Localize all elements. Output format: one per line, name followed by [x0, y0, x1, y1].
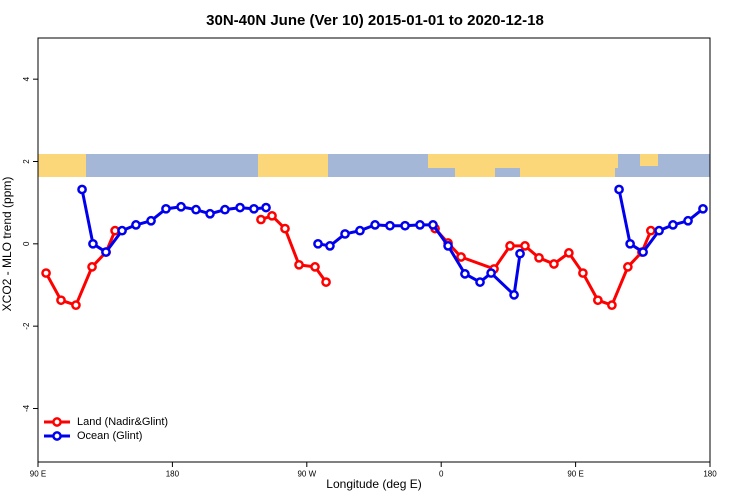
x-tick-label: 180: [166, 470, 180, 479]
point: [515, 248, 525, 259]
point: [340, 229, 350, 239]
y-tick-label: -2: [22, 322, 31, 330]
point: [646, 225, 656, 236]
series-line: [80, 189, 704, 298]
x-tick-label: 0: [439, 470, 444, 479]
chart-title: 30N-40N June (Ver 10) 2015-01-01 to 2020…: [206, 12, 544, 29]
point: [205, 208, 215, 219]
legend-swatch-point: [52, 417, 62, 427]
y-tick-label: 2: [22, 159, 31, 164]
map-strip: [38, 154, 710, 177]
point: [486, 268, 496, 278]
point: [415, 220, 425, 230]
point: [505, 241, 515, 251]
point: [249, 203, 259, 214]
point: [509, 290, 519, 300]
point: [520, 241, 530, 251]
point: [534, 252, 544, 263]
point: [625, 238, 635, 249]
legend-label: Land (Nadir&Glint): [77, 416, 168, 428]
point: [456, 252, 466, 262]
y-axis-label: XCO2 - MLO trend (ppm): [0, 177, 14, 312]
legend-label: Ocean (Glint): [77, 430, 142, 442]
point: [313, 238, 323, 249]
point: [385, 220, 395, 231]
point: [41, 268, 51, 278]
y-tick-label: -4: [22, 404, 31, 412]
point: [475, 277, 485, 287]
point: [355, 225, 365, 236]
point: [460, 269, 470, 279]
y-tick-label: 4: [22, 76, 31, 81]
point: [683, 215, 693, 226]
point: [88, 238, 98, 249]
point: [235, 202, 245, 213]
point: [428, 220, 438, 230]
point: [578, 268, 588, 278]
point: [607, 300, 617, 311]
x-axis-label: Longitude (deg E): [326, 477, 421, 491]
point: [654, 225, 664, 236]
x-tick-label: 180: [703, 470, 717, 479]
x-tick-label: 90 E: [567, 470, 583, 479]
legend-swatch-point: [52, 431, 62, 441]
point: [294, 259, 304, 270]
point: [77, 184, 87, 195]
point: [668, 220, 678, 230]
y-tick-label: 0: [22, 241, 31, 246]
point: [310, 262, 320, 272]
point: [161, 203, 171, 214]
point: [131, 220, 141, 230]
point: [101, 247, 111, 257]
x-tick-label: 90 W: [297, 470, 316, 479]
point: [614, 184, 624, 195]
point: [698, 203, 708, 214]
point: [370, 220, 380, 230]
point: [325, 241, 335, 251]
point: [87, 262, 97, 272]
point: [71, 300, 81, 311]
point: [176, 201, 186, 212]
point: [400, 220, 410, 231]
x-tick-label: 90 E: [30, 470, 46, 479]
point: [638, 247, 648, 257]
point: [261, 202, 271, 213]
point: [564, 248, 574, 258]
point: [146, 215, 156, 226]
point: [593, 295, 603, 306]
plot-frame: [37, 37, 711, 463]
point: [280, 223, 290, 234]
point: [443, 241, 453, 251]
point: [56, 295, 66, 306]
point: [623, 262, 633, 272]
point: [220, 204, 230, 215]
point: [549, 259, 559, 269]
point: [256, 214, 266, 225]
point: [191, 204, 201, 215]
point: [267, 210, 277, 221]
point: [117, 225, 127, 236]
point: [321, 277, 331, 287]
